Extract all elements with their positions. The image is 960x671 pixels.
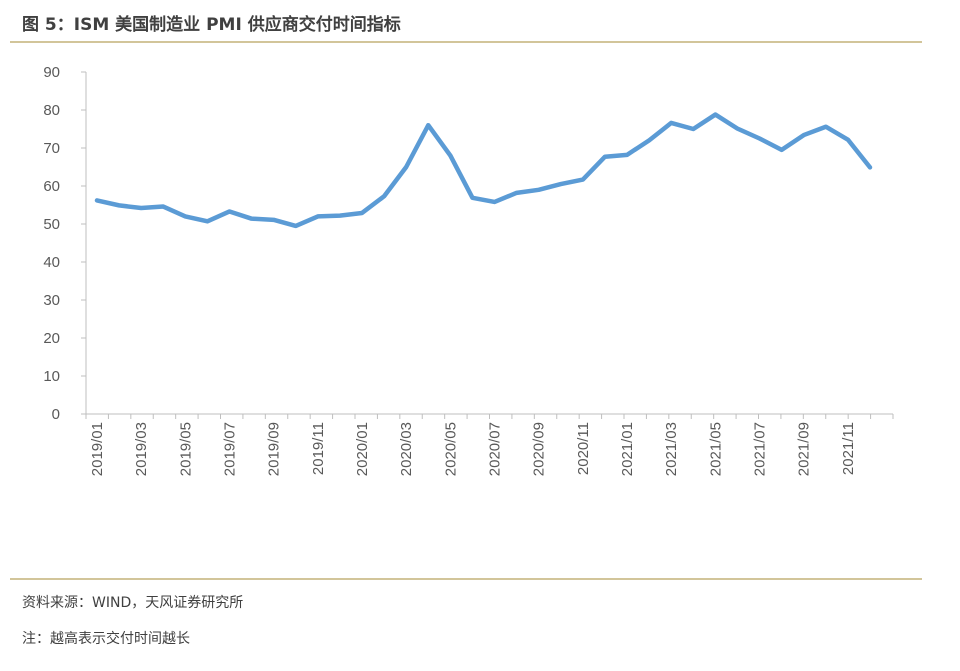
x-tick-label: 2020/11	[575, 422, 592, 475]
x-tick-label: 2020/07	[487, 422, 504, 476]
footer-divider	[10, 578, 922, 580]
x-tick-label: 2021/07	[752, 422, 769, 476]
y-tick-label: 60	[43, 178, 60, 195]
x-tick-label: 2021/03	[663, 422, 680, 476]
series-line	[94, 112, 873, 229]
x-tick-label: 2019/09	[266, 422, 283, 476]
x-tick-label: 2021/05	[707, 422, 724, 476]
x-tick-label: 2021/01	[619, 422, 636, 476]
y-tick-label: 40	[43, 254, 60, 271]
title-divider	[10, 41, 922, 43]
y-tick-label: 90	[43, 64, 60, 81]
y-tick-label: 30	[43, 292, 60, 309]
x-tick-label: 2021/09	[796, 422, 813, 476]
x-tick-label: 2019/01	[89, 422, 106, 476]
footnote: 注：越高表示交付时间越长	[22, 631, 190, 647]
x-tick-label: 2020/09	[531, 422, 548, 476]
x-tick-label: 2019/07	[222, 422, 239, 476]
source-note: 资料来源：WIND，天风证券研究所	[22, 595, 244, 611]
y-tick-label: 0	[52, 406, 60, 423]
x-tick-label: 2021/11	[840, 422, 857, 475]
y-tick-label: 80	[43, 102, 60, 119]
chart-title: 图 5：ISM 美国制造业 PMI 供应商交付时间指标	[22, 15, 401, 35]
y-tick-label: 70	[43, 140, 60, 157]
y-tick-label: 10	[43, 368, 60, 385]
y-tick-label: 50	[43, 216, 60, 233]
x-tick-label: 2020/03	[398, 422, 415, 476]
x-tick-label: 2020/01	[354, 422, 371, 476]
y-tick-label: 20	[43, 330, 60, 347]
x-tick-label: 2019/05	[177, 422, 194, 476]
x-tick-label: 2020/05	[442, 422, 459, 476]
x-tick-label: 2019/03	[133, 422, 150, 476]
x-tick-label: 2019/11	[310, 422, 327, 475]
